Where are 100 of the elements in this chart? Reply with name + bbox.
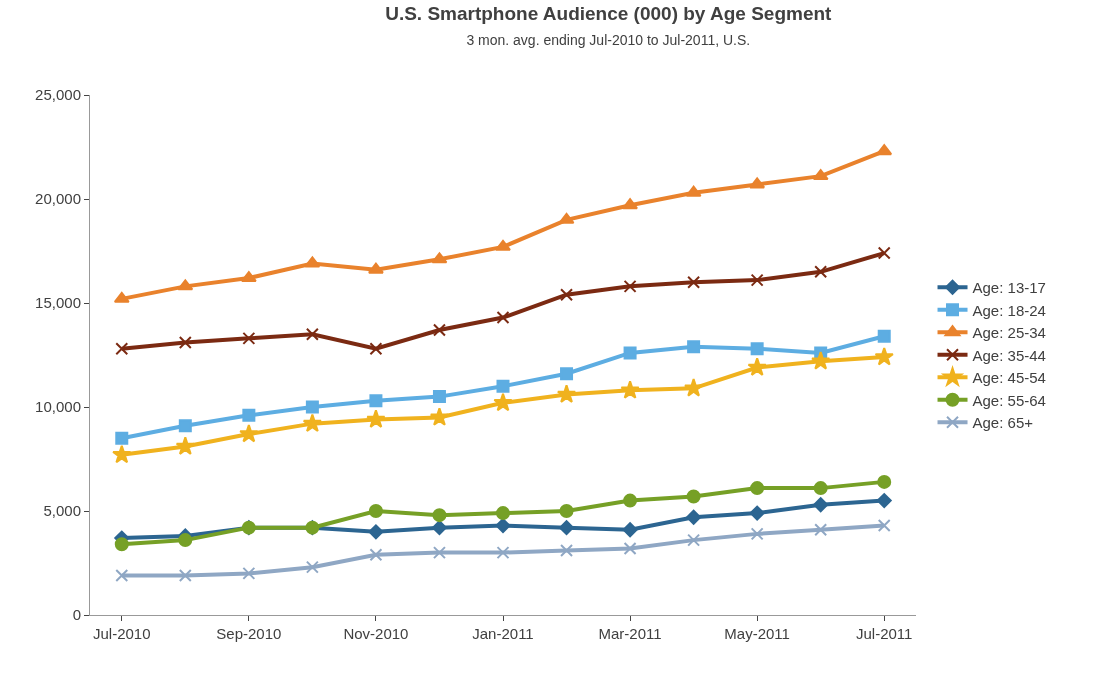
x-tick-label: Nov-2010 <box>343 625 409 642</box>
point <box>876 493 892 509</box>
point <box>623 493 638 508</box>
point <box>431 252 448 264</box>
point <box>178 419 192 433</box>
point <box>814 523 828 537</box>
point <box>496 311 510 325</box>
x-tick-label: Jan-2011 <box>472 625 534 642</box>
y-tick-label: 15,000 <box>35 294 81 312</box>
point <box>874 346 894 366</box>
point <box>115 568 129 582</box>
point <box>814 265 828 279</box>
y-tick-label: 0 <box>72 606 81 624</box>
x-tick-label: Jul-2010 <box>93 625 151 642</box>
legend-label: Age: 13-17 <box>972 279 1046 297</box>
point <box>747 357 767 376</box>
point <box>178 533 193 548</box>
x-tick-label: Jul-2011 <box>856 625 913 642</box>
point <box>305 560 319 574</box>
point <box>302 413 323 432</box>
point <box>368 504 383 518</box>
point <box>686 489 701 504</box>
point <box>113 291 130 303</box>
point <box>242 566 256 580</box>
y-tick-label: 10,000 <box>35 398 81 416</box>
point <box>750 273 764 287</box>
point <box>811 351 831 370</box>
chart-title: U.S. Smartphone Audience (000) by Age Segment <box>385 3 833 25</box>
point <box>683 378 704 397</box>
point <box>429 407 450 426</box>
point <box>687 275 701 289</box>
point <box>367 262 384 274</box>
point <box>366 409 386 428</box>
point <box>622 522 638 538</box>
point <box>431 520 447 536</box>
point <box>305 327 319 341</box>
point <box>115 431 129 445</box>
x-tick-label: May-2011 <box>724 625 790 642</box>
point <box>749 505 765 521</box>
point <box>240 271 257 283</box>
point <box>813 497 829 513</box>
point <box>558 212 575 224</box>
point <box>432 546 446 560</box>
point <box>369 548 383 562</box>
point <box>178 336 192 350</box>
point <box>687 340 701 354</box>
point <box>750 527 764 541</box>
point <box>495 518 511 534</box>
point <box>876 144 893 156</box>
point <box>559 520 575 536</box>
point <box>560 288 574 302</box>
chart-subtitle: 3 mon. avg. ending Jul-2010 to Jul-2011, U.S. <box>466 31 751 48</box>
point <box>623 279 637 293</box>
legend-label: Age: 25-34 <box>972 324 1046 342</box>
x-tick-label: Mar-2011 <box>598 625 662 642</box>
legend-label: Age: 18-24 <box>972 301 1046 319</box>
point <box>556 384 577 403</box>
point <box>750 481 765 496</box>
legend-label: Age: 65+ <box>972 414 1034 432</box>
legend-label: Age: 55-64 <box>972 391 1046 409</box>
point <box>623 346 637 360</box>
point <box>496 546 510 560</box>
point <box>369 394 383 408</box>
point <box>749 177 766 189</box>
point <box>622 198 639 210</box>
legend-label: Age: 45-54 <box>972 369 1046 387</box>
point <box>687 533 701 547</box>
y-tick-label: 5,000 <box>43 502 81 520</box>
point <box>432 390 446 404</box>
point <box>242 331 256 345</box>
point <box>495 239 511 251</box>
legend-label: Age: 35-44 <box>972 346 1046 364</box>
point <box>560 544 574 558</box>
point <box>239 423 259 443</box>
point <box>432 323 446 337</box>
point <box>493 392 513 412</box>
x-tick-label: Sep-2010 <box>216 625 282 642</box>
point <box>877 329 891 343</box>
point <box>305 400 319 414</box>
point <box>560 367 574 381</box>
point <box>175 436 195 455</box>
point <box>496 506 510 521</box>
point <box>813 481 828 496</box>
y-tick-label: 20,000 <box>35 190 81 208</box>
point <box>369 342 383 356</box>
point <box>304 256 321 268</box>
point <box>877 246 891 260</box>
point <box>686 509 702 525</box>
point <box>623 541 637 555</box>
point <box>432 508 447 523</box>
point <box>178 568 192 582</box>
point <box>112 444 132 464</box>
point <box>685 185 702 197</box>
point <box>877 474 892 489</box>
point <box>620 380 640 399</box>
point <box>496 379 510 393</box>
point <box>877 519 891 533</box>
point <box>242 408 256 422</box>
point <box>368 524 384 540</box>
point <box>750 342 764 356</box>
